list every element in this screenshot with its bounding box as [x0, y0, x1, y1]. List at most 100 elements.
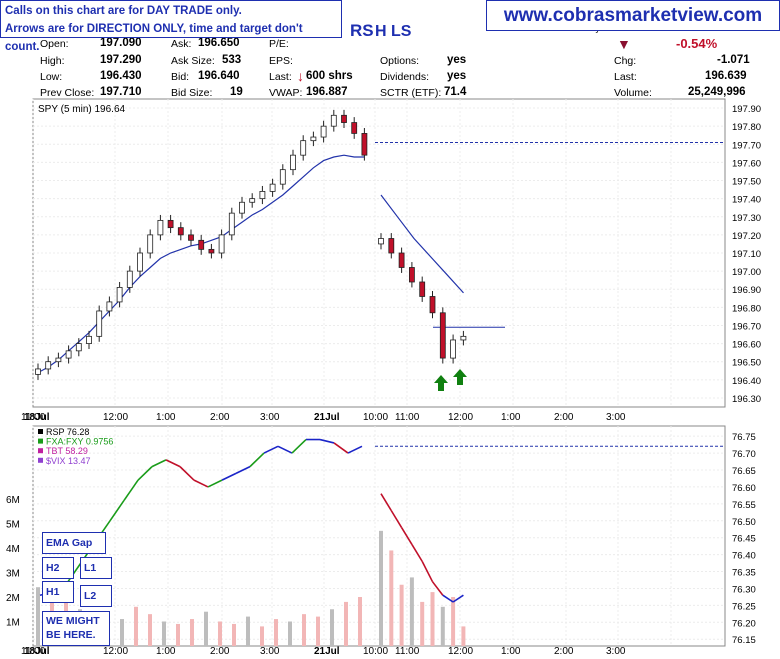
candle [450, 339, 457, 359]
x-tick-label: 1:00 [501, 646, 521, 657]
we-might-line-2: BE HERE. [46, 629, 96, 641]
candle [398, 252, 405, 268]
volume-bar [409, 577, 414, 646]
legend-label: FXA:FXY 0.9756 [46, 437, 113, 447]
volume-tick-label: 6M [6, 495, 20, 506]
x-tick-label: 2:00 [210, 646, 230, 657]
candle [429, 296, 436, 314]
x-tick-label: 2:00 [210, 412, 230, 423]
sctr-label: SCTR (ETF): [380, 87, 442, 99]
pct-change-value: -0.54% [676, 36, 718, 51]
ask-label: Ask: [171, 38, 192, 50]
price-tick-label: 196.90 [732, 285, 761, 296]
high-value: 197.290 [100, 54, 142, 66]
price-tick-label: 196.60 [732, 340, 761, 351]
volume-bar [246, 616, 250, 646]
volume-bar [316, 616, 320, 646]
vwap-value: 196.887 [306, 86, 348, 98]
pe-label: P/E: [269, 38, 289, 50]
price-tick-label: 196.40 [732, 376, 761, 387]
down-triangle-icon: ▼ [617, 36, 631, 52]
bid-value: 196.640 [198, 70, 240, 82]
l1-annotation: L1 [80, 557, 112, 579]
disclaimer-line-1: Calls on this chart are for DAY TRADE on… [5, 5, 242, 17]
chg-value: -1.071 [717, 54, 750, 66]
candle [341, 114, 347, 123]
price-tick-label: 197.40 [732, 195, 761, 206]
rsp-line-segment [411, 544, 423, 562]
x-tick-label: 1:00 [156, 412, 176, 423]
legend-swatch [38, 457, 43, 463]
x-tick-label: 12:00 [448, 646, 473, 657]
volume-tick-label: 4M [6, 544, 20, 555]
price-tick-label: 197.20 [732, 231, 761, 242]
ind-tick-label: 76.25 [732, 601, 756, 612]
h2-annotation: H2 [42, 557, 74, 579]
volume-bar [451, 597, 456, 646]
candle [96, 310, 103, 337]
candle [460, 335, 467, 341]
last2-value: 196.639 [705, 70, 747, 82]
candle [198, 239, 205, 250]
rsp-line-segment [249, 452, 265, 468]
vwap-label: VWAP: [269, 87, 303, 99]
volume-bar [190, 619, 194, 646]
bid-size-value: 19 [230, 86, 243, 98]
ind-tick-label: 76.35 [732, 568, 756, 579]
ind-tick-label: 76.70 [732, 449, 756, 460]
ind-tick-label: 76.40 [732, 551, 756, 562]
candle [137, 252, 143, 272]
low-label: Low: [40, 71, 63, 83]
ticker-title-b: H LS [375, 23, 412, 40]
x-tick-label: 10:00 [363, 412, 388, 423]
price-tick-label: 196.80 [732, 303, 761, 314]
legend-swatch [38, 429, 43, 434]
website-link[interactable]: www.cobrasmarketview.com [486, 0, 780, 31]
price-tick-label: 197.50 [732, 177, 761, 188]
legend-swatch [38, 448, 43, 454]
high-label: High: [40, 55, 65, 67]
legend-label: $VIX 13.47 [46, 456, 91, 466]
candle [86, 335, 92, 344]
candle [290, 154, 296, 171]
ind-tick-label: 76.50 [732, 517, 756, 528]
ind-tick-label: 76.55 [732, 500, 756, 511]
rsp-line-segment [431, 581, 444, 596]
rsp-line-segment [442, 594, 454, 603]
prev-close-value: 197.710 [100, 86, 142, 98]
bid-size-label: Bid Size: [171, 87, 213, 99]
ema-gap-annotation: EMA Gap [42, 532, 106, 554]
price-tick-label: 197.30 [732, 213, 761, 224]
volume-bar [344, 601, 348, 646]
rsp-line-segment [137, 466, 153, 481]
rsp-line-segment [165, 459, 181, 468]
last2-label: Last: [614, 71, 637, 83]
price-panel-title: SPY (5 min) 196.64 [38, 104, 126, 115]
ask-size-value: 533 [222, 54, 242, 66]
chg-label: Chg: [614, 55, 637, 67]
price-tick-label: 197.70 [732, 140, 761, 151]
price-tick-label: 197.00 [732, 267, 761, 278]
h1-annotation: H1 [42, 581, 74, 603]
open-value: 197.090 [100, 37, 142, 49]
ema-line [380, 194, 464, 294]
rsp-line-segment [319, 438, 335, 444]
candle [116, 287, 123, 303]
rsp-line-segment [235, 465, 251, 475]
price-tick-label: 196.70 [732, 321, 761, 332]
x-tick-label: 11:00 [395, 412, 420, 423]
x-tick-label: 2:00 [554, 646, 574, 657]
x-tick-label: 12:00 [448, 412, 473, 423]
volume-label: Volume: [614, 87, 652, 99]
volume-bar [218, 621, 222, 646]
candle [419, 281, 426, 297]
candle [378, 238, 384, 245]
volume-bar [260, 626, 264, 646]
candle [439, 312, 446, 359]
options-value: yes [447, 54, 467, 66]
ask-size-label: Ask Size: [171, 55, 215, 67]
ind-tick-label: 76.65 [732, 466, 756, 477]
candle [310, 136, 317, 142]
rsp-line-segment [207, 479, 223, 488]
rsp-line-segment [400, 527, 413, 545]
